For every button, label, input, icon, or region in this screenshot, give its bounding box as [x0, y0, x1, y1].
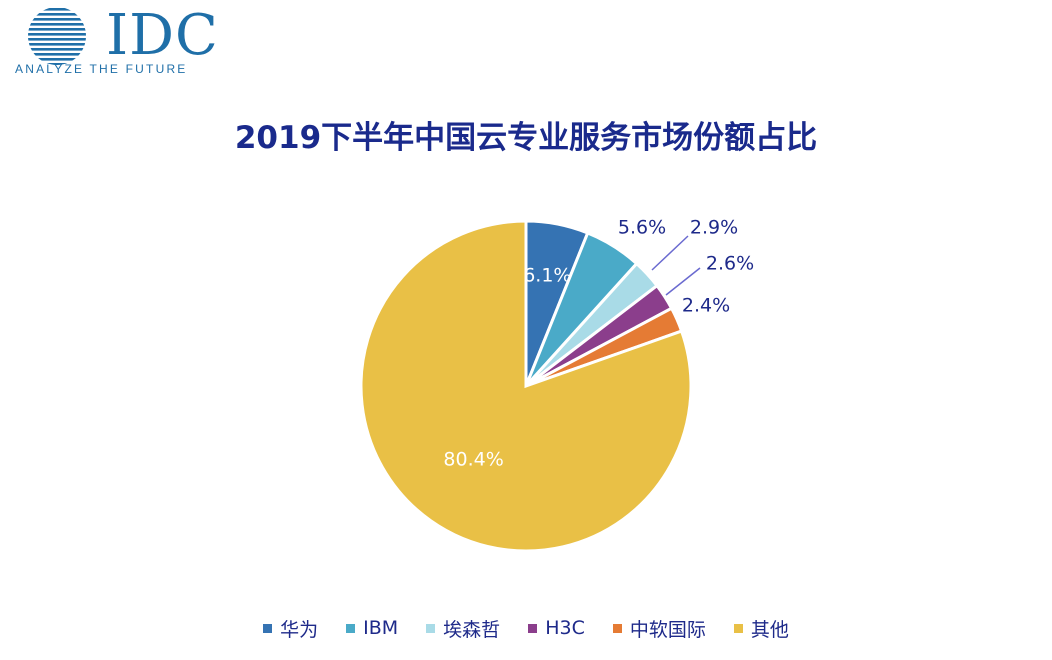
logo-wordmark: IDC: [106, 3, 219, 68]
legend-label: 其他: [750, 618, 789, 641]
data-label: 5.6%: [618, 217, 666, 239]
data-label: 80.4%: [443, 449, 503, 471]
legend-swatch: [346, 623, 356, 633]
chart-legend: 华为 IBM 埃森哲 H3C 中软国际 其他: [0, 615, 1052, 642]
data-label: 2.9%: [690, 217, 738, 239]
leader-line: [665, 267, 701, 296]
legend-label: IBM: [363, 617, 399, 639]
legend-swatch: [733, 623, 743, 633]
legend-item: 埃森哲: [426, 615, 500, 642]
legend-label: 中软国际: [629, 618, 706, 641]
legend-swatch: [528, 623, 538, 633]
data-label: 6.1%: [523, 264, 571, 286]
chart-title: 2019下半年中国云专业服务市场份额占比: [234, 120, 818, 156]
data-label: 2.4%: [682, 295, 730, 317]
legend-swatch: [263, 623, 273, 633]
legend-label: H3C: [545, 617, 585, 639]
data-label: 2.6%: [706, 253, 754, 275]
legend-item: 中软国际: [612, 615, 706, 642]
legend-item: 其他: [733, 615, 789, 642]
globe-icon: [28, 8, 86, 65]
pie-slice: [359, 219, 693, 553]
legend-swatch: [426, 623, 436, 633]
logo-tagline: ANALYZE THE FUTURE: [15, 62, 188, 76]
legend-item: H3C: [528, 617, 585, 639]
idc-logo: IDC ANALYZE THE FUTURE: [14, 3, 224, 80]
legend-swatch: [612, 623, 622, 633]
legend-label: 华为: [280, 618, 319, 641]
legend-item: IBM: [346, 617, 398, 639]
legend-label: 埃森哲: [443, 618, 501, 641]
leader-line: [651, 235, 689, 271]
legend-item: 华为: [263, 615, 318, 642]
